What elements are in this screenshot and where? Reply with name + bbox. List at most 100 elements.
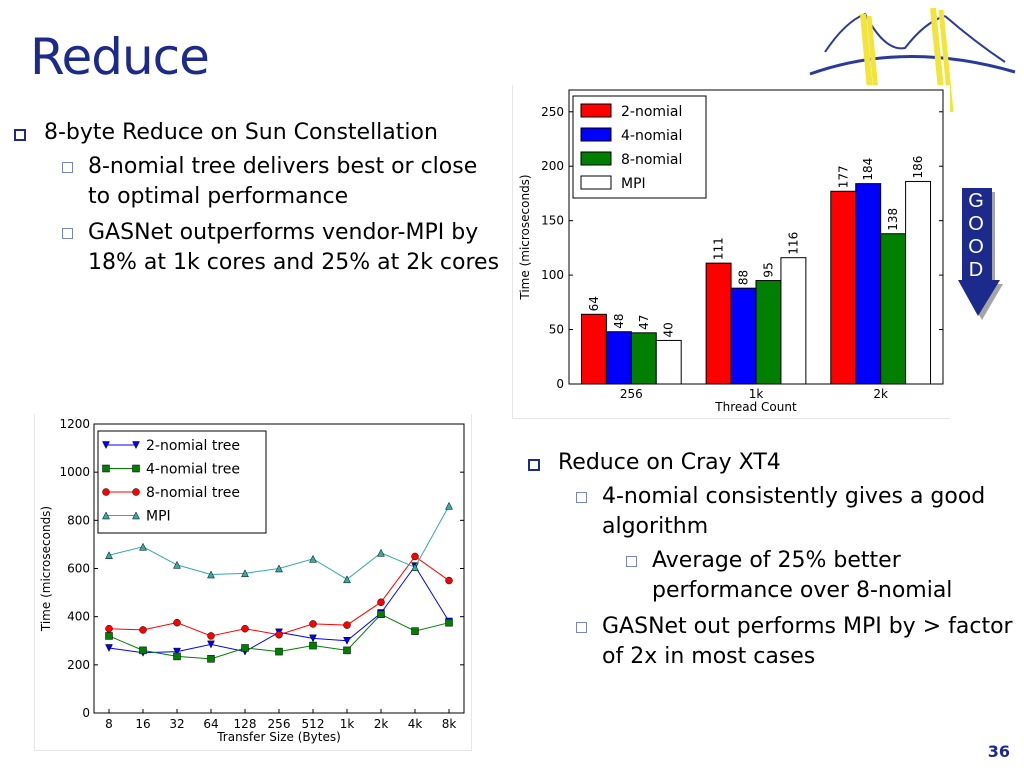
x-axis-label: Transfer Size (Bytes) [216, 730, 341, 744]
bar-chart: 0 50 100 150 200 250 256 64 48 47 40 1k 111 88 95 116 2k… [518, 89, 944, 414]
bar [705, 262, 732, 385]
x-tick-label: 1k [749, 387, 764, 401]
data-point [105, 551, 113, 560]
y-tick-label: 100 [541, 268, 564, 282]
legend-label: 2-nomial [621, 104, 682, 120]
x-tick-label: 32 [169, 717, 184, 731]
x-axis-label: Thread Count [714, 400, 797, 414]
x-tick-label: 256 [268, 717, 291, 731]
legend-swatch [580, 127, 612, 142]
data-point [445, 501, 453, 510]
y-axis-label: Time (microseconds) [518, 174, 532, 300]
data-point [105, 632, 113, 640]
data-point [309, 620, 317, 628]
data-label: 116 [786, 232, 800, 255]
data-label: 111 [712, 237, 726, 260]
bar [855, 183, 882, 385]
y-tick-label: 0 [556, 377, 564, 391]
x-tick-label: 2k [374, 717, 389, 731]
data-point [275, 564, 283, 573]
bar [780, 257, 807, 385]
bar [830, 190, 857, 385]
data-point [275, 647, 283, 656]
data-point [207, 655, 215, 663]
data-point [411, 563, 419, 572]
data-point [411, 552, 419, 561]
sub-bullet: GASNet outperforms vendor-MPI by 18% at … [44, 218, 506, 278]
data-point [139, 542, 147, 551]
data-point [132, 511, 140, 520]
y-tick-label: 1200 [59, 417, 90, 431]
bar [755, 280, 782, 385]
x-tick-label: 128 [234, 717, 257, 731]
data-label: 40 [662, 322, 676, 337]
sub-sub-bullet: Average of 25% better performance over 8… [602, 546, 1020, 606]
slide-title: Reduce [30, 28, 210, 86]
data-point [445, 576, 453, 585]
data-point [102, 511, 110, 520]
bar [655, 339, 682, 385]
data-label: 48 [612, 313, 626, 328]
data-point [377, 598, 385, 606]
data-point [132, 464, 140, 473]
data-point [102, 488, 110, 496]
line-chart-panel: 0 200 400 600 800 1000 1200 8 16 32 64 128 256 512 1k 2… [34, 414, 472, 751]
good-letter: O [968, 236, 984, 258]
x-tick-label: 64 [203, 717, 218, 731]
data-point [173, 560, 181, 569]
data-point [139, 646, 147, 655]
data-point [102, 441, 110, 450]
good-arrow-text: G O O D [958, 190, 994, 282]
good-arrow-icon [958, 188, 1003, 320]
legend-label: MPI [146, 509, 171, 525]
bar [630, 332, 657, 385]
data-point [173, 652, 181, 661]
data-point [343, 637, 351, 645]
data-point [241, 624, 249, 633]
x-tick-label: 2k [873, 387, 888, 401]
data-point [343, 575, 351, 584]
y-tick-label: 50 [549, 323, 564, 337]
data-point [241, 644, 249, 652]
legend-label: 8-nomial tree [146, 485, 240, 501]
y-tick-label: 0 [82, 706, 90, 720]
legend-swatch [580, 151, 612, 166]
data-point [377, 610, 385, 619]
left-bullets: 8-byte Reduce on Sun Constellation 8-nom… [6, 118, 506, 284]
data-point [207, 632, 215, 640]
bullet-text: Reduce on Cray XT4 [558, 450, 781, 475]
x-tick-label: 4k [408, 717, 423, 731]
x-tick-label: 8k [442, 717, 457, 731]
data-label: 184 [861, 158, 875, 181]
data-label: 88 [737, 270, 751, 285]
data-point [377, 548, 385, 557]
sub-bullet: 8-nomial tree delivers best or close to … [44, 152, 506, 212]
sub-bullet: GASNet out performs MPI by > factor of 2… [558, 612, 1020, 672]
data-label: 64 [587, 296, 601, 311]
data-label: 186 [911, 156, 925, 179]
y-tick-label: 200 [67, 658, 90, 672]
y-tick-label: 400 [67, 610, 90, 624]
data-point [173, 618, 181, 627]
data-point [207, 570, 215, 579]
data-point [207, 640, 215, 649]
y-tick-label: 250 [541, 105, 564, 119]
legend-swatch [580, 103, 612, 118]
y-tick-label: 1000 [59, 465, 90, 479]
data-point [275, 630, 283, 639]
data-point [102, 464, 110, 473]
data-label: 47 [637, 315, 651, 330]
y-tick-label: 150 [541, 214, 564, 228]
data-point [309, 641, 317, 650]
bullet-sun-constellation: 8-byte Reduce on Sun Constellation 8-nom… [6, 118, 506, 278]
bar [605, 331, 632, 385]
legend-label: 2-nomial tree [146, 438, 240, 454]
good-letter: O [968, 213, 984, 235]
x-tick-label: 512 [302, 717, 325, 731]
bullet-cray-xt4: Reduce on Cray XT4 4-nomial consistently… [520, 448, 1020, 672]
data-point [173, 647, 181, 656]
legend-label: 4-nomial [621, 128, 682, 144]
data-label: 138 [886, 208, 900, 231]
data-point [105, 644, 113, 653]
data-point [343, 646, 351, 655]
